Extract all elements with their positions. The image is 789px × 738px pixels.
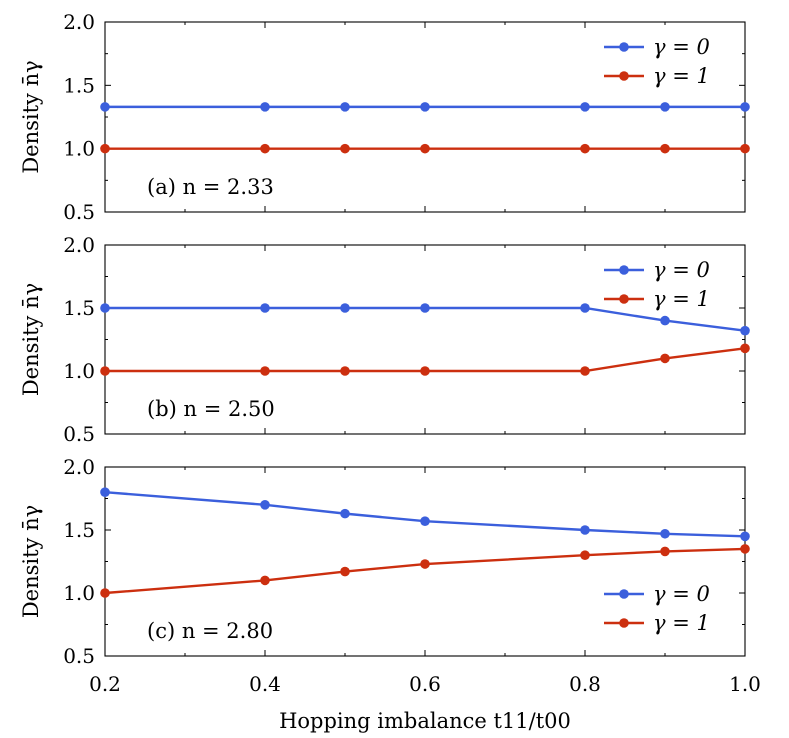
legend-label: γ = 1 (653, 611, 710, 635)
y-tick-label: 1.0 (63, 581, 95, 605)
data-point (260, 143, 270, 154)
legend-label: γ = 0 (653, 582, 710, 606)
legend-swatch-marker (619, 42, 629, 52)
legend-swatch-marker (619, 71, 629, 81)
y-tick-label: 1.5 (63, 73, 95, 97)
data-point (100, 102, 110, 112)
data-point (740, 325, 750, 336)
y-tick-label: 2.0 (63, 233, 95, 257)
data-point (740, 531, 750, 542)
data-point (260, 303, 270, 313)
panel-label: (a) n = 2.33 (147, 175, 274, 199)
panel-b: 0.5 1.0 1.5 2.0 Density n̄γ (b) n = 2.50 γ = 0… (19, 233, 750, 446)
y-tick-label: 0.5 (63, 644, 95, 668)
data-point (100, 143, 110, 154)
data-point (420, 516, 430, 526)
legend-swatch-marker (619, 265, 629, 275)
data-point (660, 143, 670, 154)
legend-swatch-marker (619, 294, 629, 304)
data-point (740, 544, 750, 554)
x-axis-label: Hopping imbalance t11/t00 (279, 709, 571, 733)
data-point (260, 500, 270, 510)
data-point (580, 550, 590, 560)
series-line-gamma0 (104, 491, 746, 538)
data-point (660, 546, 670, 557)
data-point (260, 366, 270, 376)
data-point (340, 566, 350, 577)
x-tick-label: 0.2 (89, 672, 121, 696)
data-point (580, 143, 590, 154)
data-point (420, 303, 430, 313)
data-point (740, 343, 750, 354)
data-point (420, 102, 430, 112)
legend-swatch-marker (619, 618, 629, 628)
x-tick-label: 0.6 (409, 672, 441, 696)
y-tick-label: 1.0 (63, 137, 95, 161)
y-tick-label: 0.5 (63, 422, 95, 446)
data-point (100, 487, 110, 498)
data-point (580, 303, 590, 313)
panel-label: (b) n = 2.50 (147, 397, 275, 421)
data-point (660, 315, 670, 326)
data-point (660, 353, 670, 364)
legend-label: γ = 1 (653, 287, 710, 311)
data-point (580, 366, 590, 376)
data-point (420, 143, 430, 154)
data-point (260, 575, 270, 586)
legend-label: γ = 0 (653, 258, 710, 282)
series-line-gamma1 (104, 547, 746, 595)
y-tick-label: 1.5 (63, 296, 95, 320)
data-point (740, 102, 750, 112)
data-point (420, 366, 430, 376)
y-axis-label: Density n̄γ (19, 283, 43, 396)
data-point (340, 102, 350, 112)
data-point (340, 508, 350, 519)
y-tick-label: 2.0 (63, 10, 95, 34)
legend-label: γ = 1 (653, 64, 710, 88)
y-axis-label: Density n̄γ (19, 505, 43, 618)
legend-swatch-marker (619, 589, 629, 599)
data-point (660, 528, 670, 539)
data-point (100, 366, 110, 376)
data-point (740, 143, 750, 154)
data-point (260, 102, 270, 112)
data-point (660, 102, 670, 112)
data-point (100, 588, 110, 598)
data-point (340, 303, 350, 313)
data-point (420, 559, 430, 569)
data-point (580, 102, 590, 112)
panel-a: 0.5 1.0 1.5 2.0 Density n̄γ (a) n = 2.33 γ = 0… (19, 10, 750, 224)
x-tick-label: 1.0 (729, 672, 761, 696)
legend-label: γ = 0 (653, 35, 710, 59)
data-point (340, 366, 350, 376)
y-tick-label: 0.5 (63, 200, 95, 224)
panel-label: (c) n = 2.80 (147, 619, 273, 643)
data-point (340, 143, 350, 154)
x-tick-label: 0.4 (249, 672, 281, 696)
y-axis-label: Density n̄γ (19, 60, 43, 173)
x-tick-label: 0.8 (569, 672, 601, 696)
y-tick-label: 1.0 (63, 359, 95, 383)
data-point (580, 525, 590, 535)
panel-c: 0.5 1.0 1.5 2.0 Density n̄γ (c) n = 2.80 γ = 0… (19, 455, 750, 668)
y-tick-label: 2.0 (63, 455, 95, 479)
y-tick-label: 1.5 (63, 518, 95, 542)
data-point (100, 303, 110, 313)
